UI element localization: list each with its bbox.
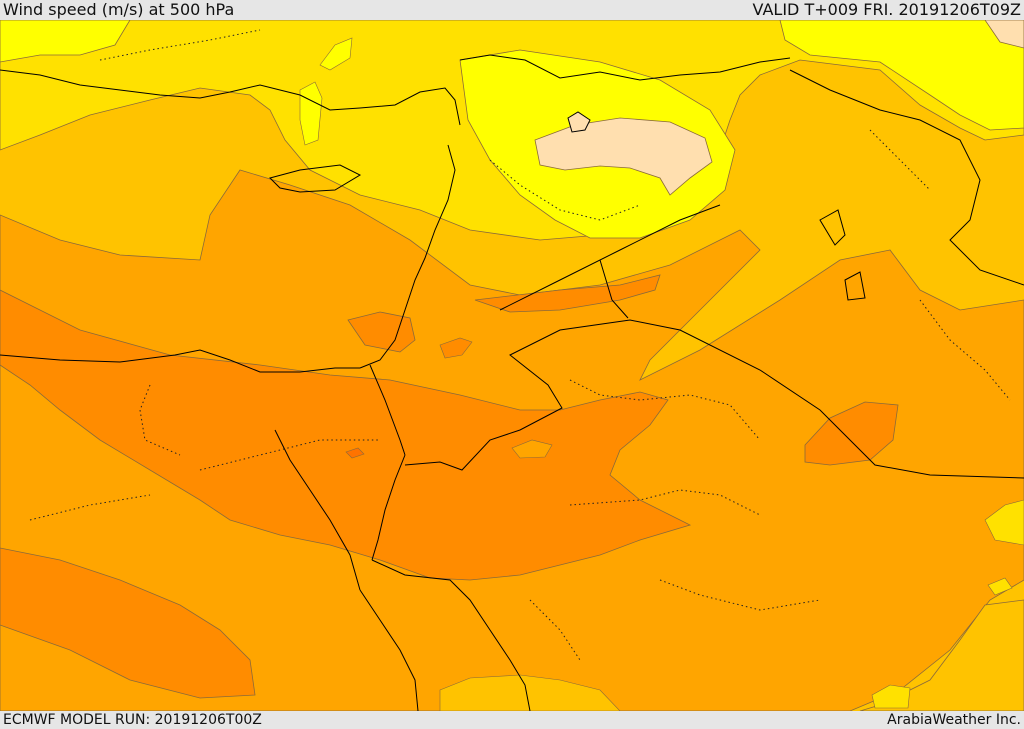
field-band-patch-small: [439, 337, 473, 359]
field-band-peak: [345, 447, 365, 459]
field-band-patch-levant: [347, 311, 416, 353]
field-band-patch-east: [804, 401, 899, 466]
field-band-hole: [511, 439, 553, 459]
borders: [0, 54, 1024, 711]
valid-time: VALID T+009 FRI. 20191206T09Z: [752, 0, 1021, 19]
field-band-lightest: [534, 117, 713, 196]
map-footer: ECMWF MODEL RUN: 20191206T00Z ArabiaWeat…: [0, 711, 1024, 729]
model-run: ECMWF MODEL RUN: 20191206T00Z: [3, 712, 262, 728]
wind-speed-map[interactable]: [0, 20, 1024, 711]
field-band-south-spot: [871, 684, 911, 709]
field-band-southeast-light: [984, 499, 1024, 546]
field-band-island-1: [319, 37, 353, 71]
field-band-strong: [0, 289, 692, 581]
field-band-island-2: [299, 81, 323, 146]
field-band-corner: [984, 20, 1024, 49]
map-header: Wind speed (m/s) at 500 hPa VALID T+009 …: [0, 0, 1024, 20]
field-band-south-yellow: [439, 674, 621, 711]
field-band-northeast: [779, 20, 1024, 131]
internal-boundaries: [29, 29, 1011, 661]
map-title: Wind speed (m/s) at 500 hPa: [3, 0, 235, 19]
field-band-southwest: [0, 547, 256, 699]
credit: ArabiaWeather Inc.: [887, 712, 1021, 728]
field-band-southeast-spot: [987, 577, 1013, 596]
field-band-patch-iraq: [474, 274, 661, 313]
lake-outline: [567, 111, 591, 133]
field-band-northwest: [0, 20, 131, 63]
